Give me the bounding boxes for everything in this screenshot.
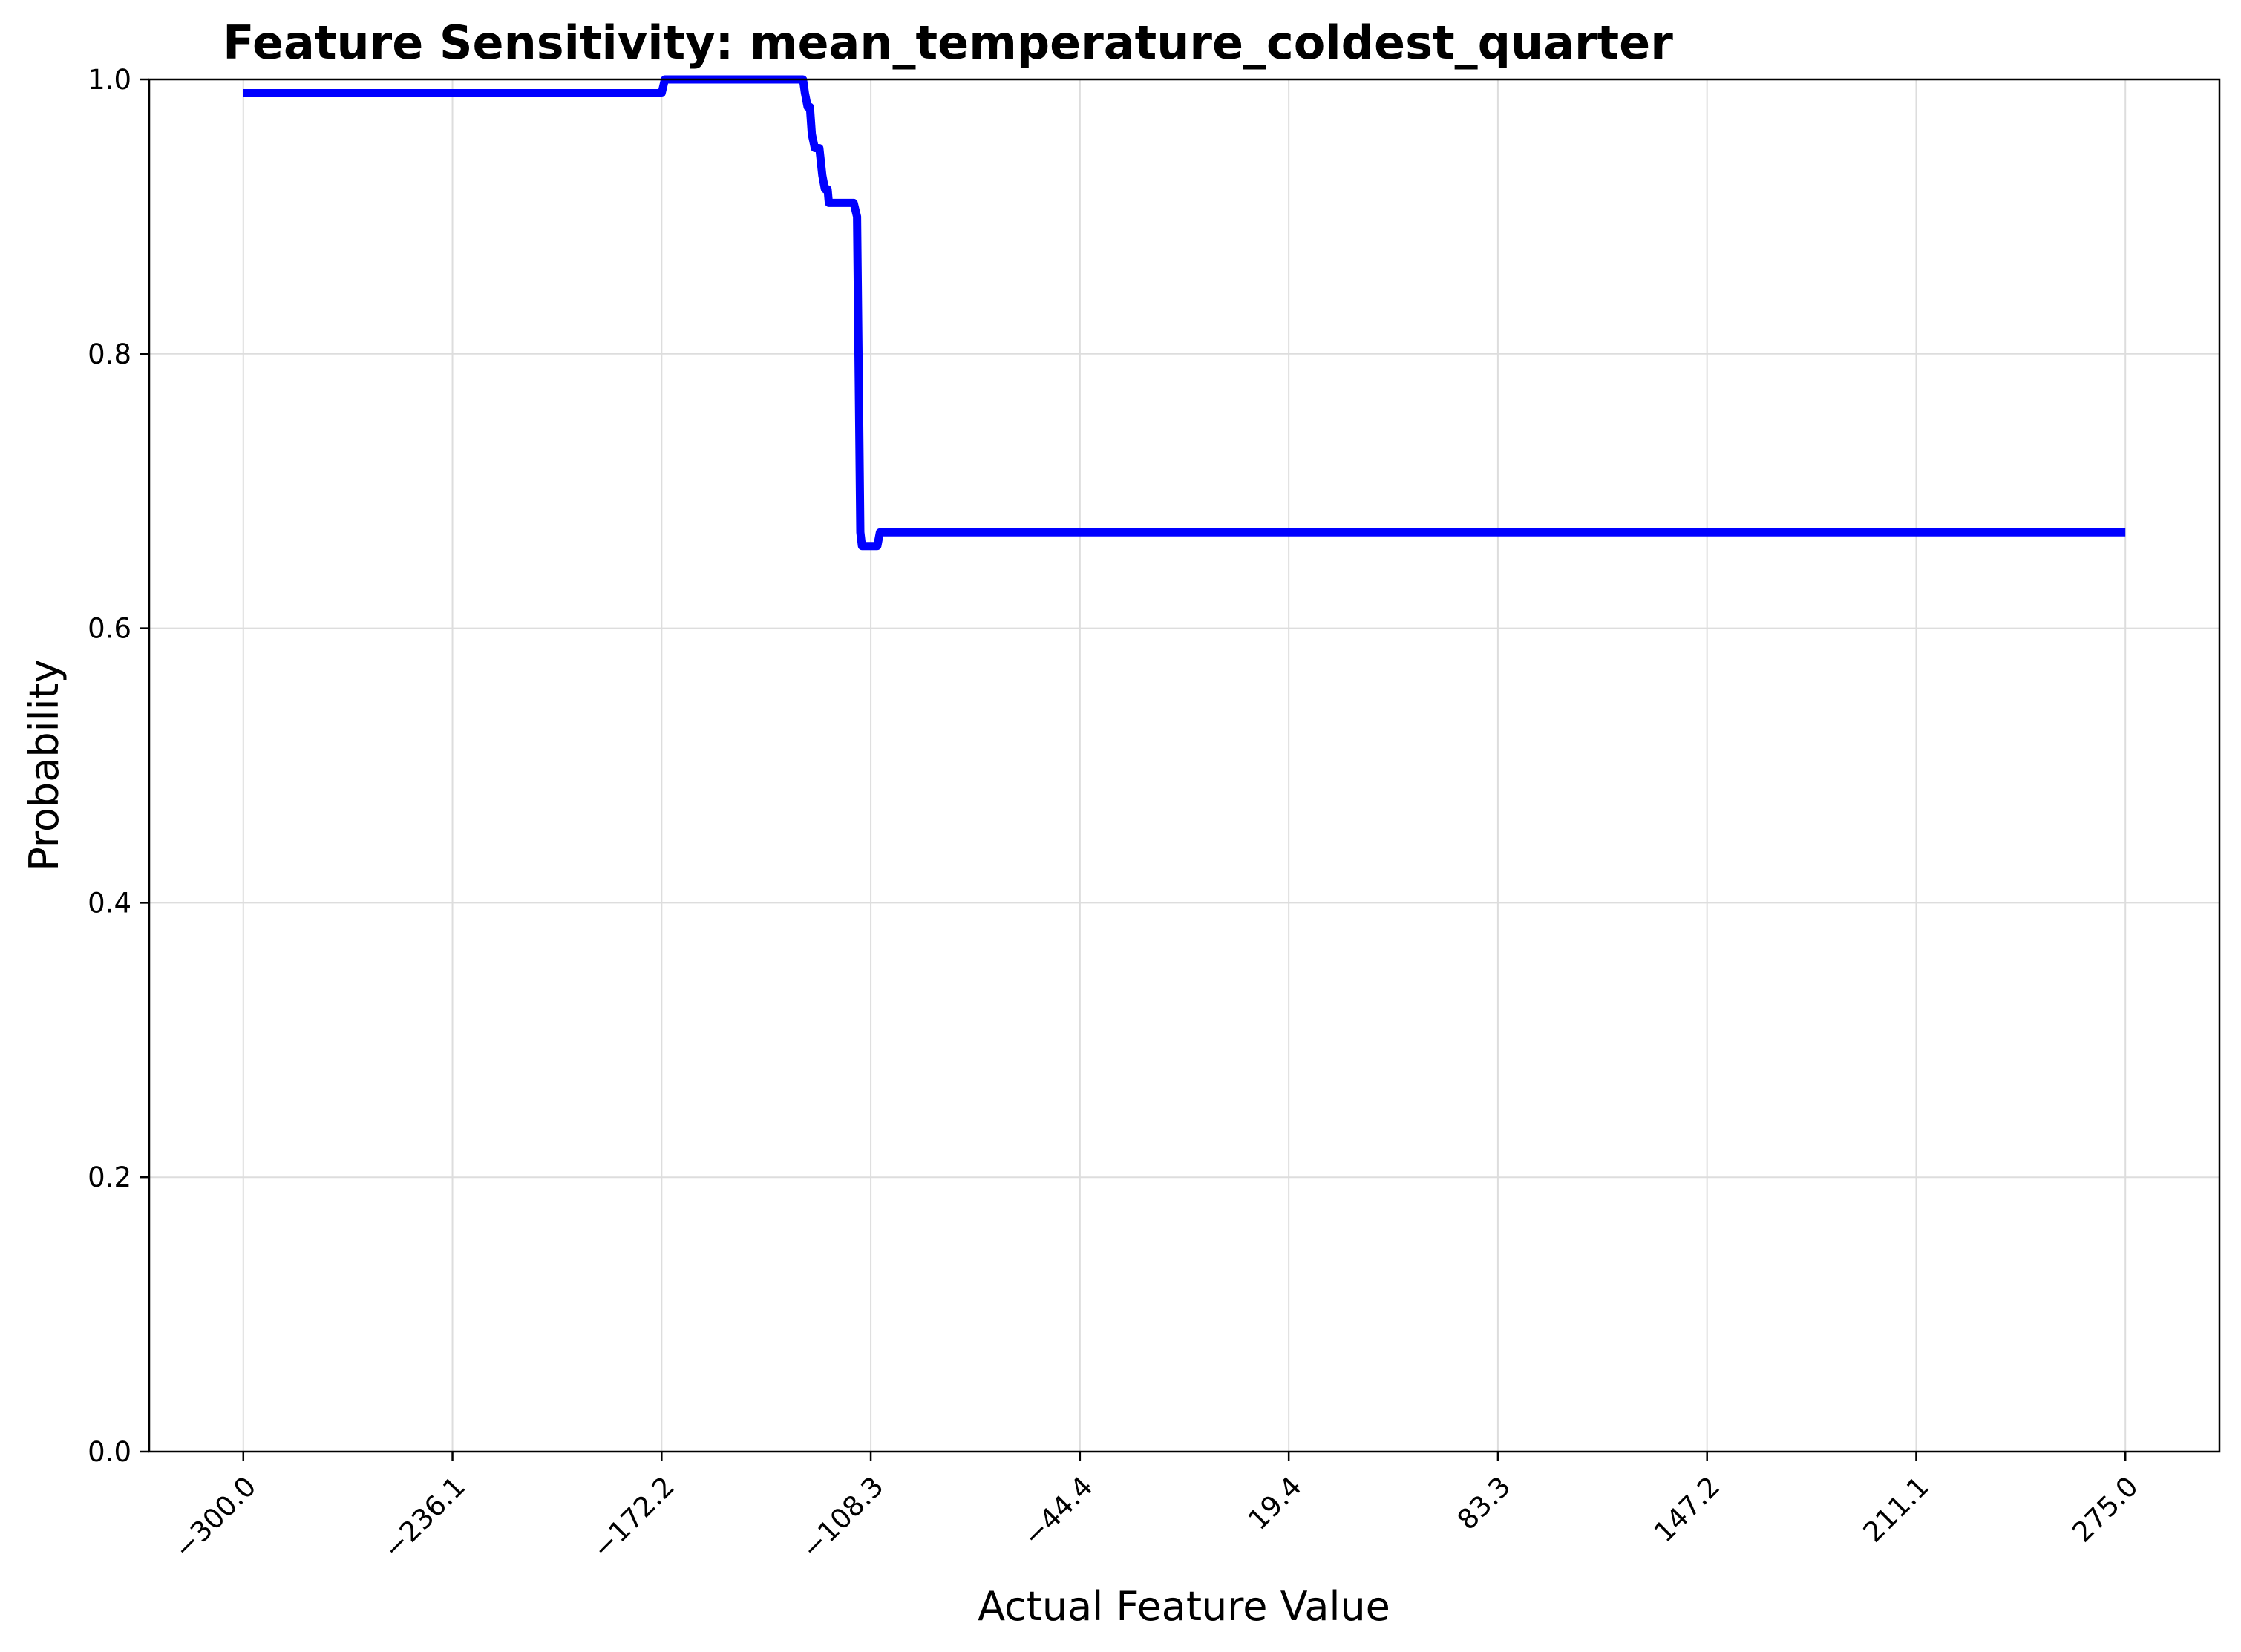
gridlines (149, 79, 2219, 1452)
y-tick-label: 1.0 (88, 64, 131, 96)
y-tick-label: 0.6 (88, 613, 131, 645)
x-axis-label: Actual Feature Value (978, 1583, 1390, 1630)
y-tick-label: 0.8 (88, 338, 131, 370)
y-axis: 0.0 0.2 0.4 0.6 0.8 1.0 (88, 64, 149, 1468)
x-tick-label: 83.3 (1451, 1470, 1517, 1536)
x-tick-label: 211.1 (1857, 1470, 1935, 1548)
x-tick-label: −172.2 (586, 1470, 681, 1564)
x-tick-label: −108.3 (795, 1470, 889, 1564)
y-tick-label: 0.0 (88, 1436, 131, 1468)
x-tick-label: 147.2 (1648, 1470, 1726, 1548)
chart-title: Feature Sensitivity: mean_temperature_co… (223, 16, 1673, 70)
x-tick-label: −300.0 (168, 1470, 262, 1564)
x-tick-label: 275.0 (2067, 1470, 2145, 1548)
plot-frame (148, 78, 2221, 1453)
x-tick-label: 19.4 (1242, 1470, 1308, 1536)
series-line (243, 75, 2126, 551)
y-tick-label: 0.2 (88, 1161, 131, 1193)
y-axis-label: Probability (21, 659, 68, 871)
x-tick-label: −44.4 (1017, 1470, 1099, 1553)
x-axis: −300.0 −236.1 −172.2 −108.3 −44.4 19.4 83.3 147… (168, 1452, 2145, 1564)
series-layer (243, 75, 2126, 551)
y-tick-label: 0.4 (88, 887, 131, 919)
x-tick-label: −236.1 (377, 1470, 471, 1564)
